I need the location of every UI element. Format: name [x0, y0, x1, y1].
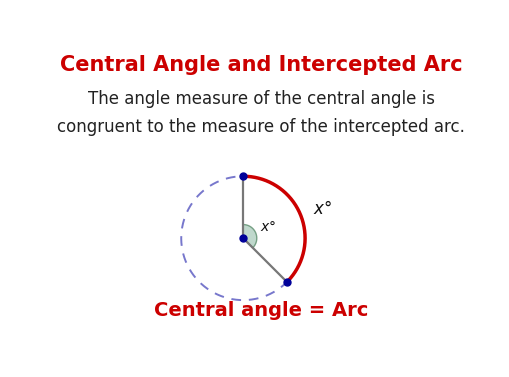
Text: $\mathit{x}$°: $\mathit{x}$°: [260, 221, 275, 234]
Text: The angle measure of the central angle is
congruent to the measure of the interc: The angle measure of the central angle i…: [58, 90, 464, 136]
Text: Central Angle and Intercepted Arc: Central Angle and Intercepted Arc: [60, 55, 462, 75]
Text: $\mathit{x}$°: $\mathit{x}$°: [313, 200, 331, 218]
Text: Central angle = Arc: Central angle = Arc: [154, 300, 368, 320]
Polygon shape: [243, 225, 257, 248]
